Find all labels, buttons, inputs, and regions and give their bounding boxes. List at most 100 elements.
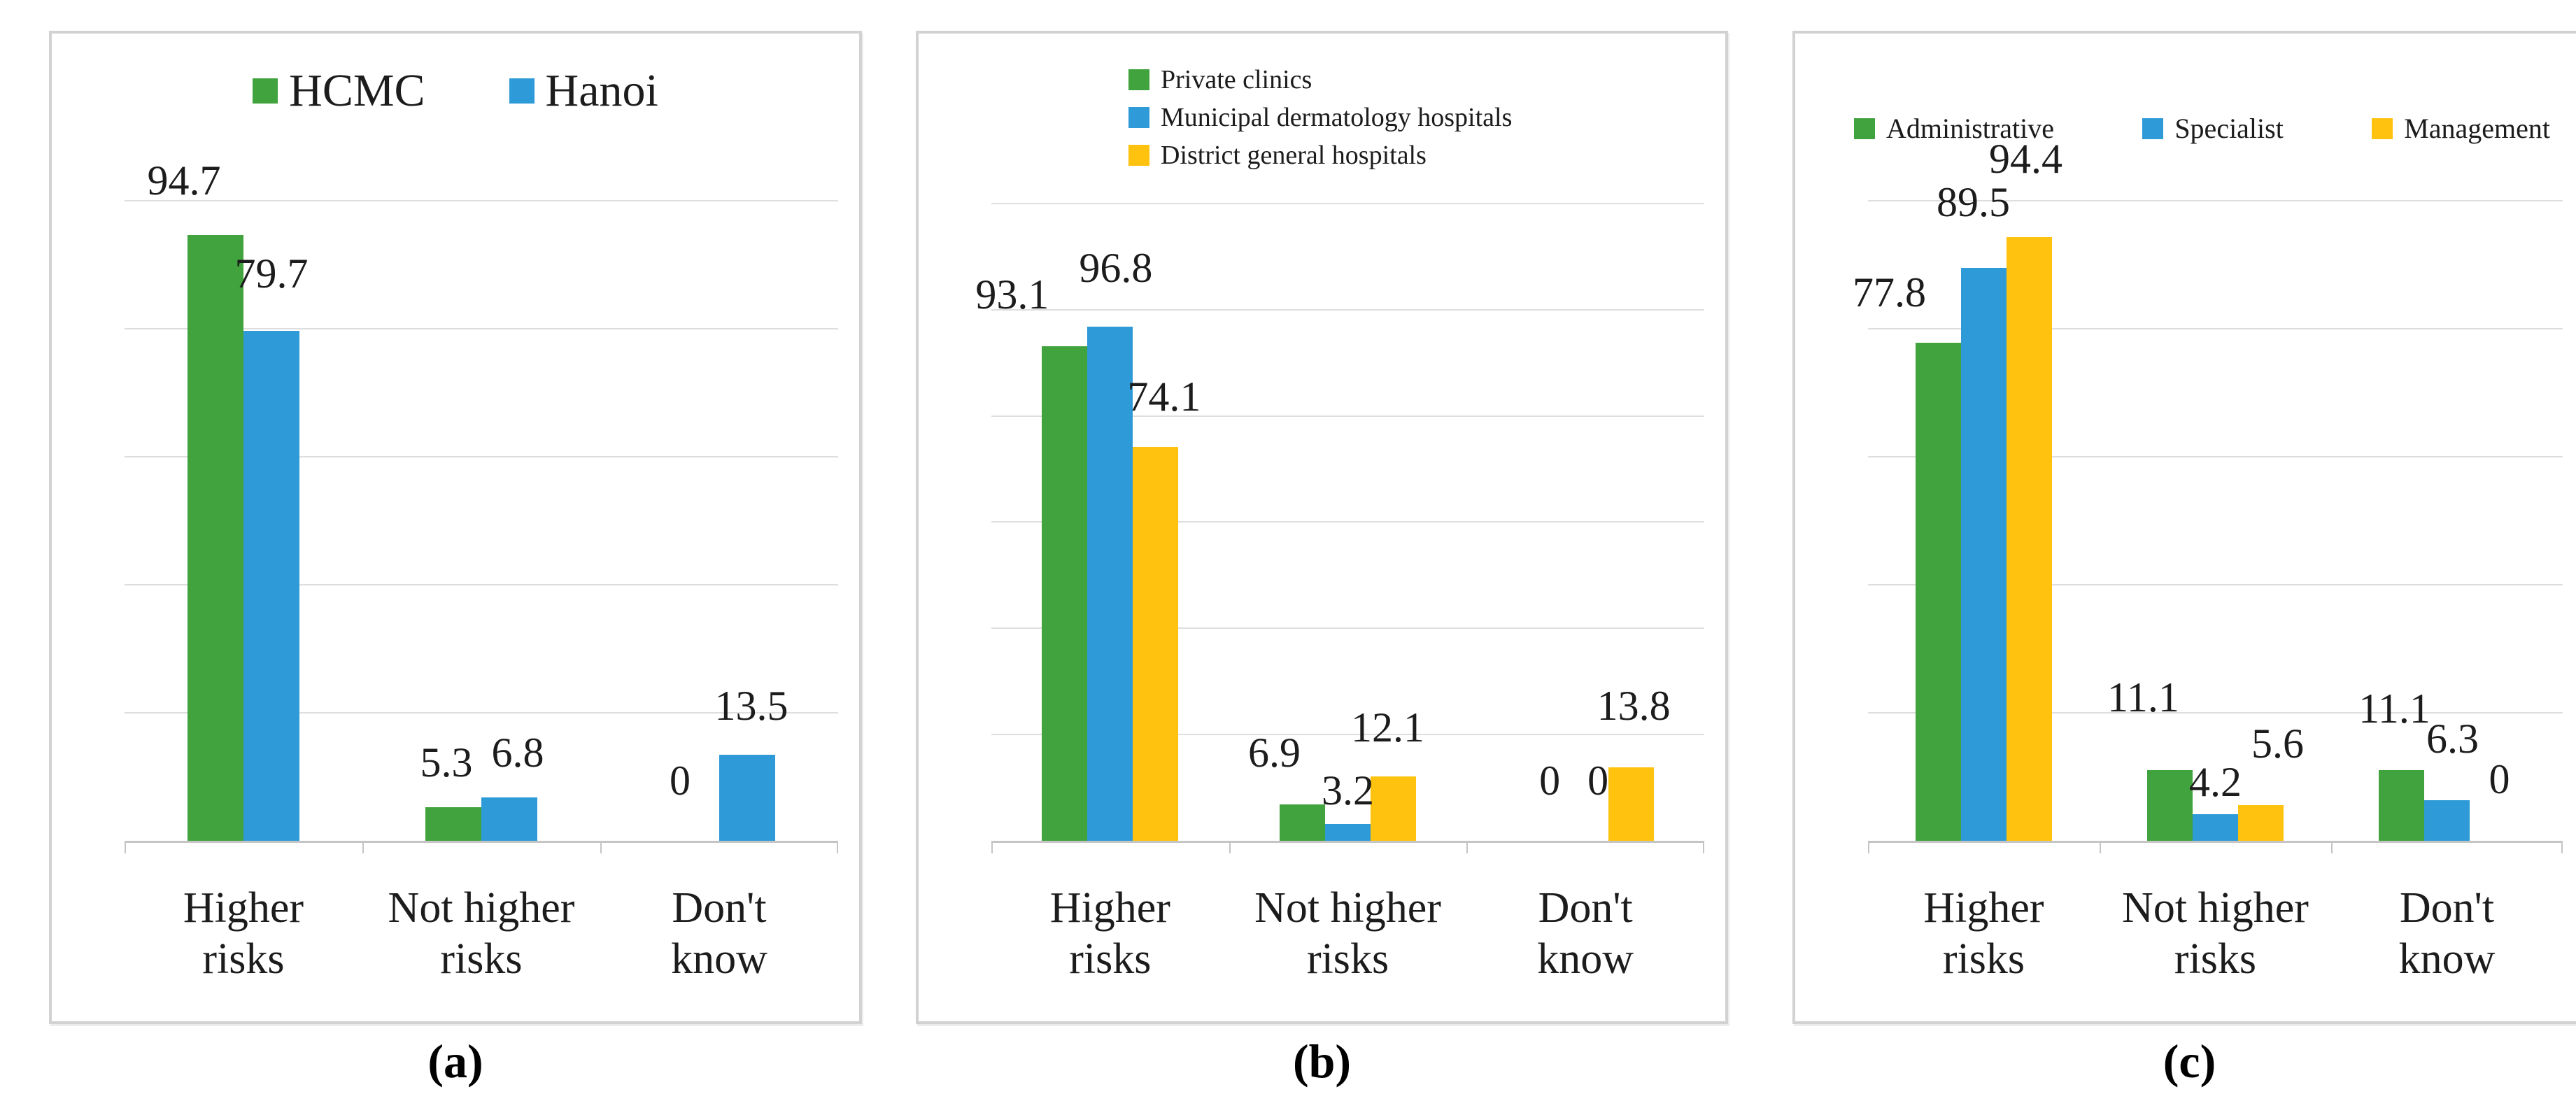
- value-label: 77.8: [1853, 269, 1926, 316]
- legend-swatch-icon: [1854, 118, 1875, 139]
- category-label-line: risks: [1069, 935, 1152, 983]
- legend-swatch-icon: [1128, 69, 1149, 90]
- gridline: [125, 200, 838, 202]
- category-label: Higher risks: [1868, 883, 2100, 985]
- category-label: Higher risks: [125, 883, 362, 985]
- gridline: [991, 627, 1704, 630]
- axis-tick: [600, 841, 602, 853]
- value-label: 13.8: [1597, 683, 1671, 730]
- category-label-line: risks: [2174, 935, 2257, 983]
- axis-tick: [837, 841, 838, 853]
- category-label-line: Higher: [183, 884, 304, 932]
- value-label: 94.7: [147, 157, 221, 204]
- bar-administrative: [1916, 343, 1961, 841]
- plot-area: 93.1 6.9 0 96.8 3.2 0 74.1 12.1 13.8: [975, 137, 1704, 853]
- value-label: 94.4: [1989, 135, 2062, 182]
- value-label: 13.5: [714, 682, 788, 729]
- bar-management: [2007, 236, 2052, 841]
- value-label: 0: [2489, 756, 2510, 802]
- gridline: [125, 584, 838, 586]
- legend-swatch-icon: [509, 78, 535, 104]
- bar-administrative: [2379, 769, 2424, 841]
- legend-item-hcmc: HCMC: [253, 64, 425, 118]
- legend-label: District general hospitals: [1161, 141, 1427, 170]
- legend-label: Specialist: [2174, 113, 2284, 144]
- legend-label: Administrative: [1886, 113, 2054, 144]
- bar-specialist: [2193, 814, 2238, 841]
- category-label-line: Don't: [2399, 884, 2495, 932]
- category-label-line: know: [1537, 935, 1634, 983]
- legend-item-specialist: Specialist: [2142, 112, 2284, 145]
- gridline: [1868, 200, 2563, 202]
- gridline: [991, 308, 1704, 311]
- axis-tick: [2100, 841, 2101, 853]
- gridline: [991, 415, 1704, 417]
- gridline: [1868, 584, 2563, 586]
- category-label: Higher risks: [991, 883, 1229, 985]
- gridline: [991, 202, 1704, 204]
- category-label: Don't know: [2331, 883, 2563, 985]
- legend-item-private-clinics: Private clinics: [1128, 64, 1312, 95]
- chart-panel-a: HCMC Hanoi 94.7 5.3 0 79.7 6.8 13.5 Higher risks N…: [49, 31, 862, 1024]
- category-label-line: Higher: [1049, 884, 1170, 932]
- gridline: [991, 734, 1704, 736]
- value-label: 96.8: [1079, 245, 1153, 292]
- bar-hanoi: [719, 754, 775, 841]
- legend-swatch-icon: [1128, 145, 1149, 166]
- axis-tick: [2331, 841, 2333, 853]
- legend-swatch-icon: [253, 78, 278, 104]
- value-label: 74.1: [1127, 374, 1201, 420]
- bar-district-general-hospitals: [1371, 776, 1416, 841]
- legend: HCMC Hanoi: [52, 64, 859, 118]
- gridline: [1868, 328, 2563, 330]
- category-label-line: risks: [202, 935, 285, 983]
- value-label: 4.2: [2189, 758, 2242, 805]
- gridline: [1868, 456, 2563, 458]
- legend-label: Municipal dermatology hospitals: [1161, 103, 1513, 132]
- axis-tick: [1229, 841, 1231, 853]
- plot-area: 77.8 11.1 11.1 89.5 4.2 6.3 94.4 5.6 0: [1853, 135, 2563, 853]
- bar-hcmc: [425, 807, 481, 841]
- chart-panel-c: Administrative Specialist Management 77.8 11…: [1792, 31, 2576, 1024]
- legend: Administrative Specialist Management: [1854, 112, 2550, 145]
- axis-tick: [2561, 841, 2563, 853]
- category-label: Not higher risks: [1229, 883, 1467, 985]
- value-label: 79.7: [234, 250, 309, 297]
- value-label: 0: [1539, 758, 1561, 804]
- bar-district-general-hospitals: [1133, 447, 1179, 841]
- legend-item-hanoi: Hanoi: [509, 64, 658, 118]
- axis-tick: [125, 841, 126, 853]
- bar-management: [2238, 804, 2284, 841]
- category-label: Not higher risks: [362, 883, 600, 985]
- bar-private-clinics: [1280, 804, 1325, 841]
- category-label-line: Not higher: [1254, 884, 1441, 932]
- axis-tick: [991, 841, 993, 853]
- value-label: 6.9: [1248, 729, 1301, 776]
- legend-item-management: Management: [2372, 112, 2550, 145]
- bar-administrative: [2147, 769, 2193, 841]
- value-label: 6.8: [491, 729, 544, 776]
- category-label-line: risks: [440, 935, 523, 983]
- legend-label: HCMC: [289, 65, 425, 116]
- bar-private-clinics: [1042, 346, 1088, 841]
- value-label: 5.3: [420, 739, 473, 786]
- category-label: Not higher risks: [2100, 883, 2331, 985]
- category-label-line: Not higher: [2122, 884, 2309, 932]
- panel-caption-c: (c): [2163, 1035, 2216, 1088]
- axis-tick: [1466, 841, 1468, 853]
- category-axis: Higher risks Not higher risks Don't know: [125, 883, 838, 985]
- legend-label: Hanoi: [545, 65, 658, 116]
- axis-tick: [1868, 841, 1869, 853]
- category-axis: Higher risks Not higher risks Don't know: [1868, 883, 2563, 985]
- legend-swatch-icon: [2372, 118, 2393, 139]
- legend-label: Management: [2404, 113, 2550, 144]
- value-label: 3.2: [1322, 767, 1374, 814]
- legend-swatch-icon: [1128, 107, 1149, 128]
- chart-panel-b: Private clinics Municipal dermatology hos…: [916, 31, 1728, 1024]
- value-label: 0: [1587, 758, 1609, 804]
- category-label: Don't know: [1466, 883, 1704, 985]
- value-label: 12.1: [1351, 704, 1424, 751]
- category-label-line: Not higher: [388, 884, 575, 932]
- bar-specialist: [2424, 800, 2470, 841]
- panel-caption-a: (a): [427, 1035, 483, 1088]
